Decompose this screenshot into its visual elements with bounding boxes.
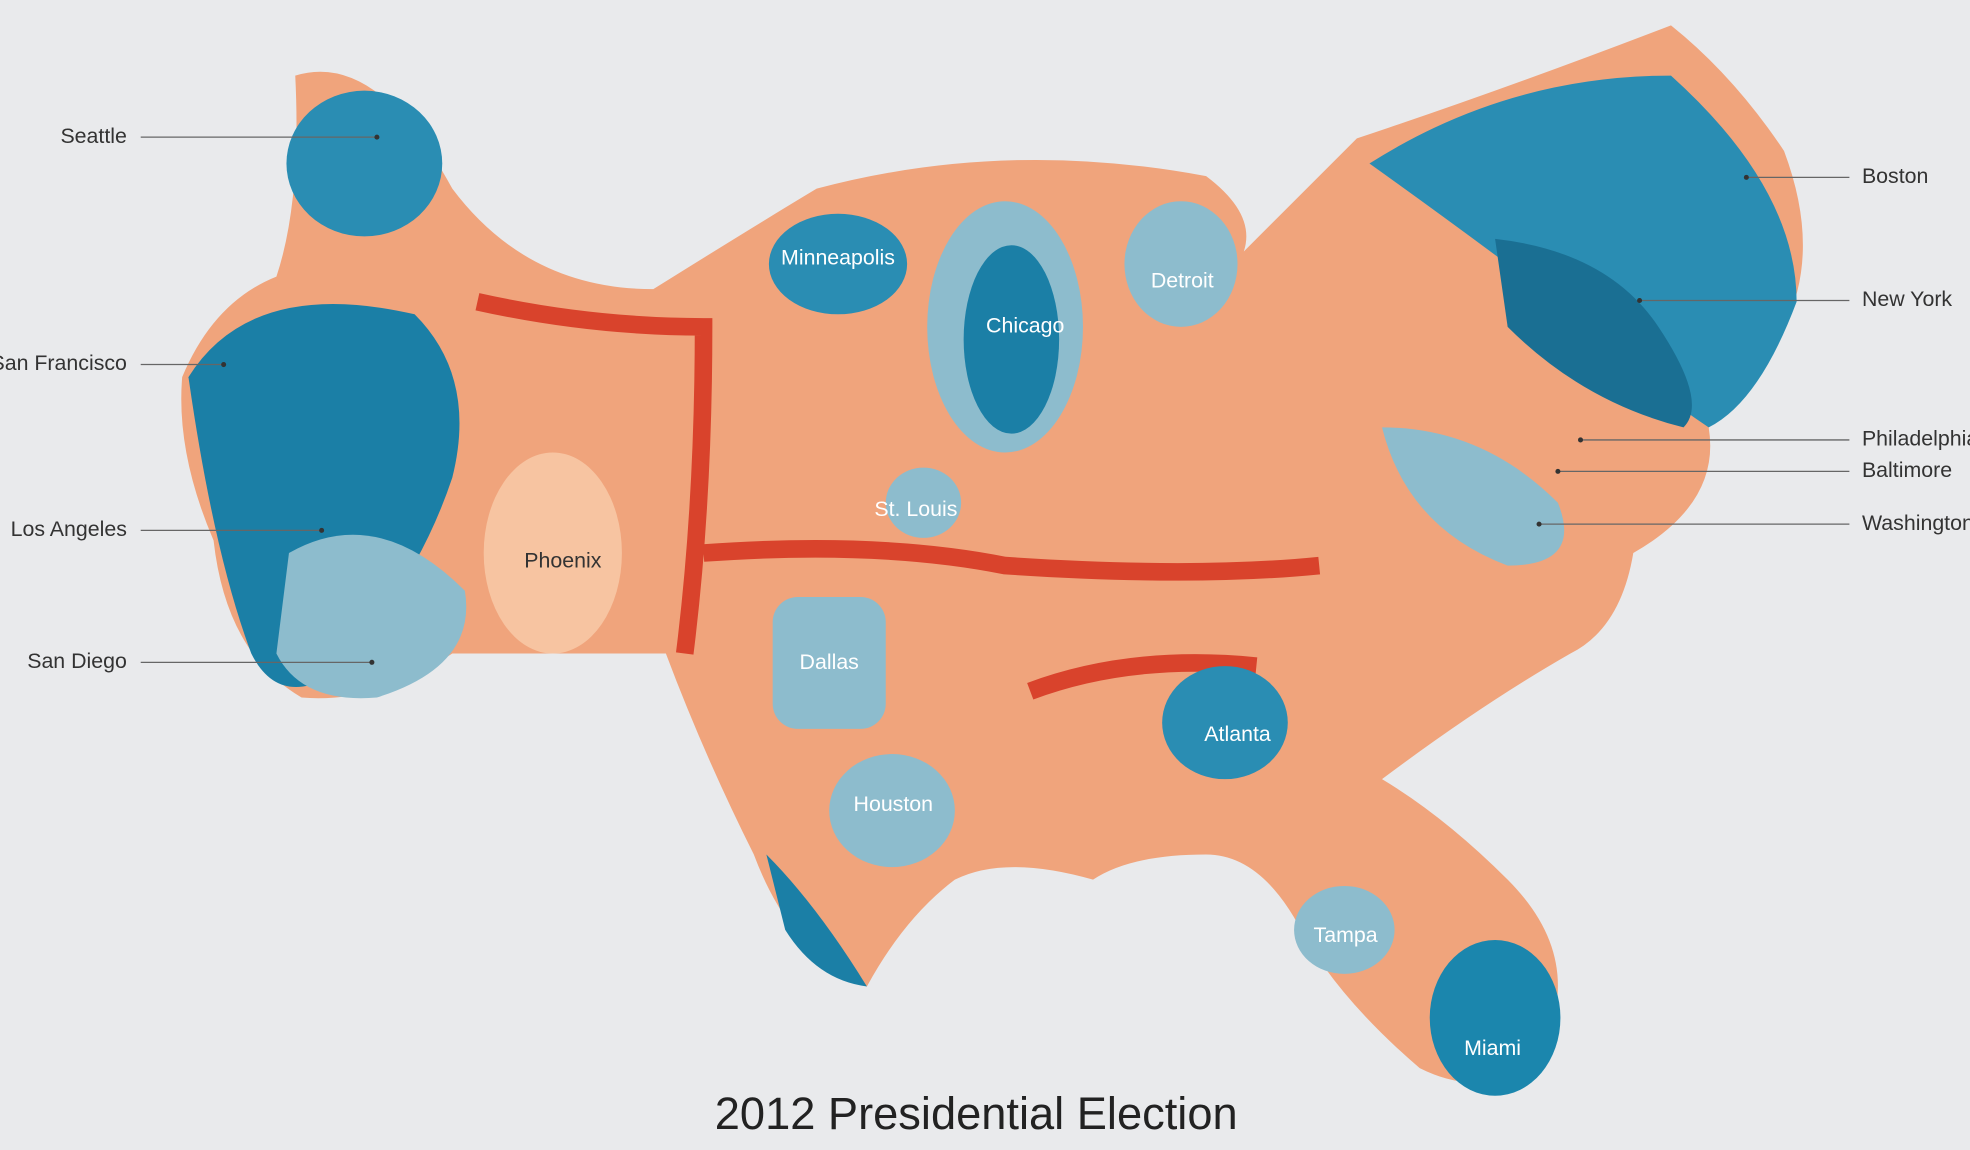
leader-dot [1555, 468, 1561, 474]
city-label: Miami [1464, 1036, 1521, 1060]
region-light-blue [1124, 201, 1238, 327]
region-light-blue [772, 596, 886, 729]
leader-dot [221, 362, 227, 368]
city-callout: Seattle [60, 124, 126, 148]
leader-dot [374, 134, 380, 140]
city-callout: Philadelphia [1862, 427, 1970, 451]
city-callout: Baltimore [1862, 458, 1952, 482]
map-title: 2012 Presidential Election [715, 1088, 1238, 1139]
city-label: Tampa [1314, 923, 1378, 947]
region-dark-blue [1495, 238, 1692, 428]
city-label: Phoenix [524, 548, 601, 572]
map-shapes [181, 25, 1803, 1096]
city-label: Minneapolis [781, 246, 895, 270]
region-light-blue [276, 534, 467, 699]
city-callout: New York [1862, 287, 1952, 311]
leader-dot [1578, 437, 1584, 443]
city-label: Houston [854, 792, 934, 816]
region-light-blue [1382, 427, 1565, 566]
leader-dot [1536, 521, 1542, 527]
leader-dot [1743, 174, 1749, 180]
city-callout: Boston [1862, 164, 1928, 188]
land [181, 25, 1803, 1083]
city-label: Chicago [986, 314, 1064, 338]
region-light-blue [1294, 885, 1395, 974]
leader-dot [369, 659, 375, 665]
region-blue [1162, 666, 1288, 780]
region-blue [1369, 75, 1797, 428]
city-label: Detroit [1151, 268, 1214, 292]
region-blue [766, 854, 867, 987]
region-peach [483, 452, 622, 654]
region-blue [963, 245, 1060, 434]
region-light-blue [829, 754, 955, 868]
city-callout: San Francisco [0, 351, 127, 375]
region-red [475, 293, 1321, 700]
region-blue [286, 90, 443, 237]
region-blue [768, 213, 908, 315]
city-callout: San Diego [27, 649, 127, 673]
city-label: Dallas [800, 650, 859, 674]
leader-dot [319, 527, 325, 533]
city-callout: Washington [1862, 511, 1970, 535]
labels: Seattle San Francisco Los Angeles San Diego… [0, 124, 1970, 1060]
city-label: St. Louis [874, 497, 957, 521]
leader-dot [1637, 297, 1643, 303]
region-blue [1429, 939, 1561, 1096]
region-light-blue [885, 467, 962, 538]
city-callout: Los Angeles [11, 517, 127, 541]
city-label: Atlanta [1204, 722, 1271, 746]
